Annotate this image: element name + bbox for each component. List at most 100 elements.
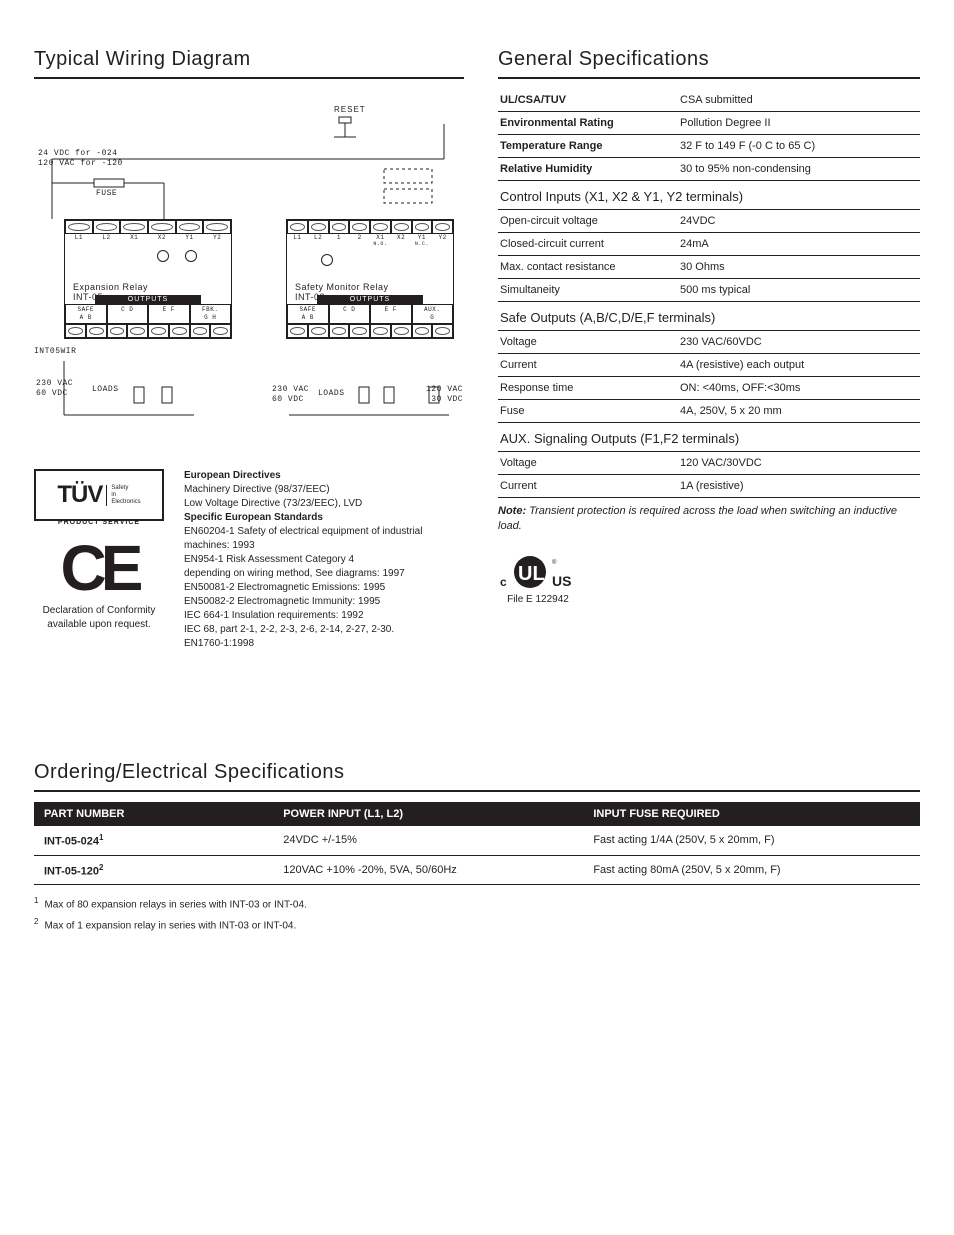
spec-key: Current (498, 354, 678, 377)
spec-val: Pollution Degree II (678, 112, 920, 135)
exp-top-0: L1 (65, 234, 93, 241)
supply-line-1: 24 VDC for -024 (38, 149, 118, 158)
mon-top-1: L2 (308, 234, 329, 241)
expansion-relay-module: L1 L2 X1 X2 Y1 Y2 Expansion Relay INT-05 (64, 219, 232, 339)
spec-key: Fuse (498, 400, 678, 423)
page: Typical Wiring Diagram (0, 0, 954, 1235)
wiring-diagram: RESET 24 VDC for -024 120 VAC for -120 F… (34, 89, 464, 429)
spec-row: Relative Humidity30 to 95% non-condensin… (498, 158, 920, 181)
exp-out-2: E F (148, 304, 190, 324)
spec-row: Voltage230 VAC/60VDC (498, 331, 920, 354)
volt-mid-2: 60 VDC (272, 395, 309, 405)
cert-logos: TÜV Safety in Electronics PRODUCT SERVIC… (34, 469, 164, 651)
spec-subhead: AUX. Signaling Outputs (F1,F2 terminals) (498, 423, 920, 452)
ord-fuse: Fast acting 80mA (250V, 5 x 20mm, F) (583, 855, 920, 885)
spec-row: UL/CSA/TUVCSA submitted (498, 89, 920, 112)
spec-key: UL/CSA/TUV (498, 89, 678, 112)
spec-key: Relative Humidity (498, 158, 678, 181)
spec-row: Current4A (resistive) each output (498, 354, 920, 377)
dir2-3: EN50081-2 Electromagnetic Emissions: 199… (184, 581, 464, 595)
certifications-block: TÜV Safety in Electronics PRODUCT SERVIC… (34, 469, 464, 651)
svg-text:c: c (500, 575, 507, 589)
spec-key: Response time (498, 377, 678, 400)
spec-val: 32 F to 149 F (-0 C to 65 C) (678, 135, 920, 158)
loads-left: LOADS (92, 385, 119, 394)
spec-val: 30 to 95% non-condensing (678, 158, 920, 181)
spec-key: Open-circuit voltage (498, 210, 678, 233)
outputs-bar: OUTPUTS (317, 295, 423, 304)
spec-val: ON: <40ms, OFF:<30ms (678, 377, 920, 400)
tuv-side-1: Safety (111, 485, 128, 491)
spec-subhead-text: AUX. Signaling Outputs (F1,F2 terminals) (498, 423, 920, 452)
specs-table: UL/CSA/TUVCSA submittedEnvironmental Rat… (498, 89, 920, 498)
mon-top-7: Y2 (432, 234, 453, 241)
ul-logo-icon: c UL ® US (498, 552, 578, 594)
ordering-title: Ordering/Electrical Specifications (34, 761, 920, 792)
spec-val: 4A (resistive) each output (678, 354, 920, 377)
exp-top-3: X2 (148, 234, 176, 241)
ord-pn: INT-05-0241 (34, 826, 273, 855)
mon-out-2: E F (370, 304, 412, 324)
spec-val: 1A (resistive) (678, 475, 920, 498)
spec-row: Environmental RatingPollution Degree II (498, 112, 920, 135)
led-icon (157, 250, 169, 262)
exp-out-0: SAFE A B (65, 304, 107, 324)
ce-note-1: Declaration of Conformity (43, 605, 156, 616)
exp-top-5: Y2 (203, 234, 231, 241)
spec-row: Max. contact resistance30 Ohms (498, 256, 920, 279)
mon-title-1: Safety Monitor Relay (295, 282, 389, 292)
led-icon (185, 250, 197, 262)
mon-top-2: 1 (329, 234, 350, 241)
mon-out-0: SAFE A B (287, 304, 329, 324)
mon-top-sub-6: N.C. (412, 241, 433, 247)
outputs-bar: OUTPUTS (95, 295, 201, 304)
ord-h0: PART NUMBER (34, 802, 273, 826)
spec-row: Temperature Range32 F to 149 F (-0 C to … (498, 135, 920, 158)
mon-top-6: Y1 (412, 234, 433, 241)
dir2-5: IEC 664-1 Insulation requirements: 1992 (184, 609, 464, 623)
volt-mid-1: 230 VAC (272, 385, 309, 395)
svg-text:®: ® (552, 559, 557, 566)
spec-val: 230 VAC/60VDC (678, 331, 920, 354)
spec-val: 120 VAC/30VDC (678, 452, 920, 475)
spec-key: Voltage (498, 331, 678, 354)
tuv-side-2: in (111, 492, 116, 498)
ord-h2: INPUT FUSE REQUIRED (583, 802, 920, 826)
ul-logo-block: c UL ® US File E 122942 (498, 552, 578, 605)
dir1-0: Machinery Directive (98/37/EEC) (184, 483, 464, 497)
volt-right-1: 120 VAC (426, 385, 463, 395)
reset-label: RESET (334, 105, 366, 114)
safety-monitor-module: L1 L2 1 2 X1 X2 Y1 Y2 N.O. N.C. (286, 219, 454, 339)
ce-logo: CE (34, 536, 164, 600)
specs-title: General Specifications (498, 48, 920, 79)
tuv-side-3: Electronics (111, 499, 140, 505)
spec-key: Simultaneity (498, 279, 678, 302)
exp-out-1: C D (107, 304, 149, 324)
mon-top-3: 2 (349, 234, 370, 241)
spec-key: Current (498, 475, 678, 498)
mon-out-1: C D (329, 304, 371, 324)
dir-title-1: European Directives (184, 469, 464, 483)
ordering-table: PART NUMBER POWER INPUT (L1, L2) INPUT F… (34, 802, 920, 885)
spec-key: Closed-circuit current (498, 233, 678, 256)
spec-key: Environmental Rating (498, 112, 678, 135)
supply-line-2: 120 VAC for -120 (38, 159, 123, 168)
exp-top-1: L2 (93, 234, 121, 241)
spec-row: Current1A (resistive) (498, 475, 920, 498)
tuv-logo: TÜV Safety in Electronics (34, 469, 164, 521)
dir2-7: EN1760-1:1998 (184, 637, 464, 651)
spec-key: Max. contact resistance (498, 256, 678, 279)
spec-key: Temperature Range (498, 135, 678, 158)
ordering-footnotes: 1Max of 80 expansion relays in series wi… (34, 893, 920, 934)
dir2-4: EN50082-2 Electromagnetic Immunity: 1995 (184, 595, 464, 609)
dir-title-2: Specific European Standards (184, 511, 464, 525)
ul-file: File E 122942 (507, 594, 569, 605)
ord-fuse: Fast acting 1/4A (250V, 5 x 20mm, F) (583, 826, 920, 855)
mon-top-5: X2 (391, 234, 412, 241)
spec-row: Fuse4A, 250V, 5 x 20 mm (498, 400, 920, 423)
ord-pi: 24VDC +/-15% (273, 826, 583, 855)
volt-left-2: 60 VDC (36, 389, 73, 399)
exp-top-terminals (65, 220, 231, 234)
note-label: Note: (498, 505, 526, 517)
tuv-text: TÜV (57, 481, 102, 509)
